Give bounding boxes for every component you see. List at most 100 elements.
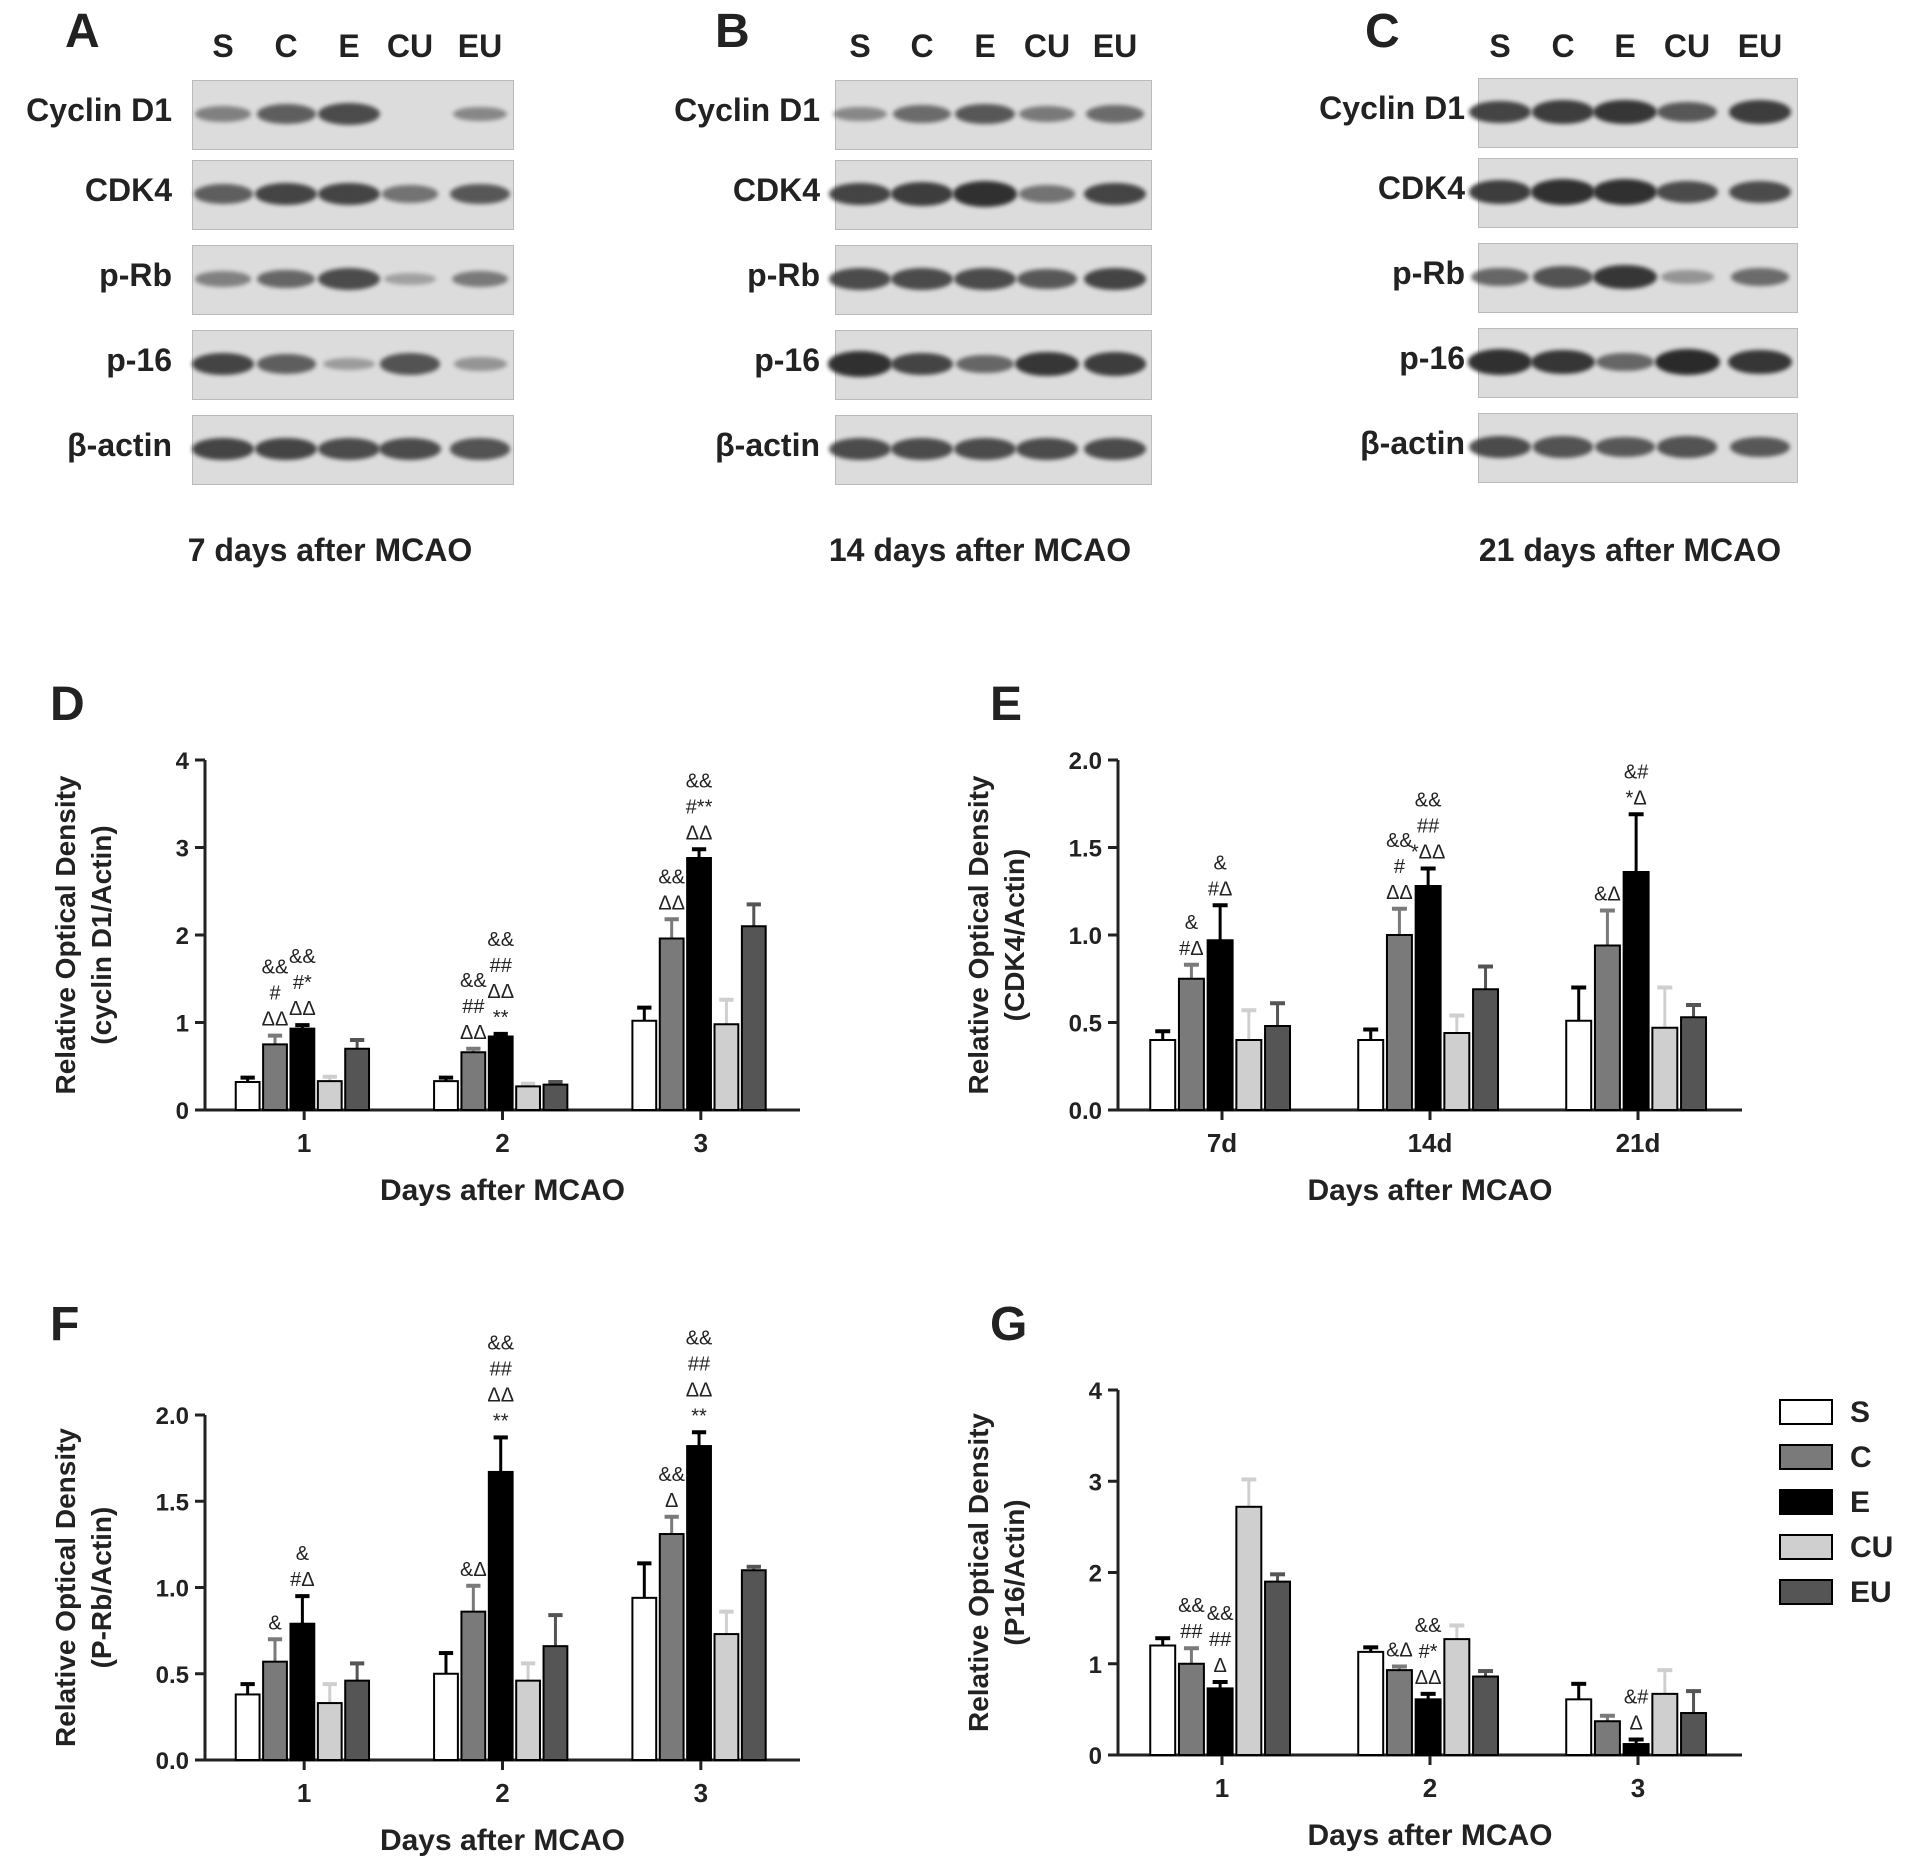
significance-mark: #Δ xyxy=(290,1569,314,1591)
panel-letter: D xyxy=(50,678,85,731)
bar-eu xyxy=(1264,1580,1292,1756)
bar-cu xyxy=(316,1702,343,1761)
significance-mark: *ΔΔ xyxy=(1411,842,1446,864)
bar-cu xyxy=(1443,1032,1471,1111)
protein-band xyxy=(1469,436,1531,458)
y-tick-label: 1 xyxy=(176,1011,189,1038)
protein-band xyxy=(1531,349,1595,375)
significance-mark: && xyxy=(658,866,685,888)
x-tick-label: 3 xyxy=(694,1128,708,1158)
x-tick-label: 2 xyxy=(1423,1773,1437,1803)
lane-label: CU xyxy=(1663,28,1711,64)
protein-band xyxy=(193,184,253,204)
protein-band xyxy=(1728,349,1792,375)
protein-band xyxy=(381,185,439,203)
blot-row-label: CDK4 xyxy=(1377,170,1465,206)
bar-c xyxy=(262,1043,288,1111)
protein-band xyxy=(1656,436,1718,458)
significance-mark: && xyxy=(289,946,316,968)
protein-band xyxy=(1731,268,1789,286)
significance-mark: # xyxy=(1394,856,1406,878)
significance-mark: ΔΔ xyxy=(487,981,514,1003)
protein-band xyxy=(384,273,436,285)
bar-eu xyxy=(1472,988,1500,1111)
bar-s xyxy=(1149,1644,1177,1756)
protein-band xyxy=(1657,101,1717,123)
protein-band xyxy=(1532,266,1594,288)
bar-cu xyxy=(1443,1638,1471,1757)
lane-label: EU xyxy=(1737,28,1783,64)
bar-c xyxy=(1385,1669,1413,1756)
x-tick-label: 21d xyxy=(1616,1128,1661,1158)
significance-mark: & xyxy=(1185,912,1199,934)
protein-band xyxy=(379,353,441,375)
protein-band xyxy=(1531,100,1595,124)
y-tick-label: 4 xyxy=(1089,1378,1103,1405)
blot-caption: 14 days after MCAO xyxy=(828,532,1132,568)
protein-band xyxy=(1730,436,1790,458)
significance-mark: ΔΔ xyxy=(1415,1667,1442,1689)
significance-mark: ΔΔ xyxy=(289,998,316,1020)
protein-band xyxy=(318,103,380,125)
bar-eu xyxy=(740,1569,767,1761)
bar-e xyxy=(1622,871,1650,1111)
bar-s xyxy=(234,1693,261,1761)
legend-label: EU xyxy=(1850,1576,1892,1609)
panel-letter: C xyxy=(1365,5,1400,58)
protein-band xyxy=(1469,100,1531,124)
protein-band xyxy=(1595,352,1655,372)
bar-c xyxy=(1177,1662,1205,1756)
protein-band xyxy=(452,270,508,288)
blot-row-label: Cyclin D1 xyxy=(26,92,172,128)
bar-eu xyxy=(344,1679,371,1762)
significance-mark: && xyxy=(1386,830,1413,852)
significance-mark: &Δ xyxy=(460,1559,487,1581)
bar-e xyxy=(686,1445,712,1762)
protein-band xyxy=(1593,99,1657,125)
blot-caption: 21 days after MCAO xyxy=(1478,532,1782,568)
bar-cu xyxy=(713,1633,740,1761)
y-axis-label: (CDK4/Actin) xyxy=(999,849,1030,1022)
x-axis-label: Days after MCAO xyxy=(1307,1819,1552,1852)
protein-band xyxy=(1084,267,1146,291)
protein-band xyxy=(256,269,316,289)
blot-row-label: p-16 xyxy=(106,342,172,378)
significance-mark: &# xyxy=(1624,761,1649,783)
bar-e xyxy=(1414,1698,1442,1757)
protein-band xyxy=(893,105,951,123)
bar-e xyxy=(487,1035,514,1111)
significance-mark: ΔΔ xyxy=(658,892,685,914)
significance-mark: ## xyxy=(490,1358,513,1380)
x-tick-label: 7d xyxy=(1207,1128,1237,1158)
protein-band xyxy=(891,268,953,290)
y-tick-label: 1.0 xyxy=(1069,923,1102,950)
significance-mark: && xyxy=(1178,1595,1205,1617)
protein-band xyxy=(452,106,508,122)
bar-cu xyxy=(316,1080,343,1111)
blot-row-label: β-actin xyxy=(1360,425,1465,461)
significance-mark: &Δ xyxy=(1594,884,1621,906)
blot-row-label: CDK4 xyxy=(84,172,172,208)
x-tick-label: 1 xyxy=(297,1778,311,1808)
blot-row-label: p-Rb xyxy=(1392,255,1465,291)
significance-mark: *Δ xyxy=(1626,787,1647,809)
significance-mark: ΔΔ xyxy=(686,1379,713,1401)
protein-band xyxy=(829,268,891,290)
y-tick-label: 2 xyxy=(1089,1561,1102,1588)
bar-eu xyxy=(1472,1675,1500,1757)
protein-band xyxy=(1660,270,1714,284)
bar-c xyxy=(1177,977,1205,1111)
chart-d: D 0 1 2 3 4 Relative Optical Density (cyclin D1… xyxy=(50,678,800,1207)
significance-mark: & xyxy=(268,1612,282,1634)
bar-eu xyxy=(1680,1712,1708,1757)
legend-label: CU xyxy=(1850,1531,1893,1564)
significance-mark: ## xyxy=(490,955,513,977)
y-tick-label: 3 xyxy=(1089,1469,1102,1496)
significance-mark: # xyxy=(269,983,281,1005)
bar-e xyxy=(487,1470,514,1762)
bar-e xyxy=(1206,939,1234,1111)
blot-row-label: β-actin xyxy=(715,427,820,463)
protein-band xyxy=(256,104,316,124)
significance-mark: && xyxy=(262,957,289,979)
chart-e: E 0.0 0.5 1.0 1.5 2.0 Relative Optical Density… xyxy=(963,678,1742,1207)
